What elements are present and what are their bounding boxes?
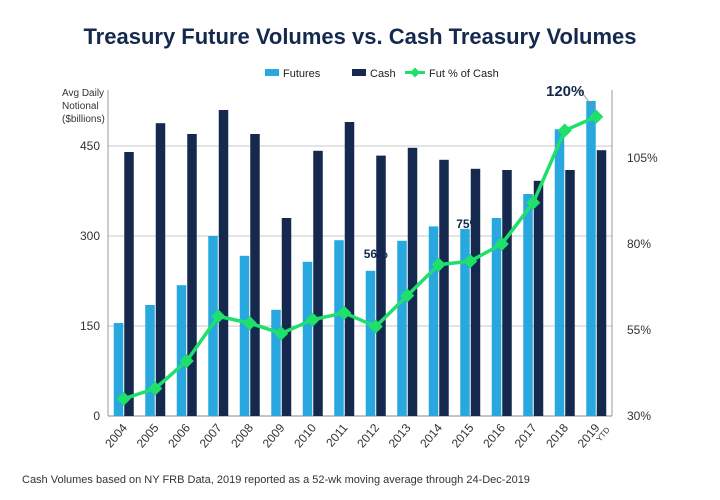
- footnote: Cash Volumes based on NY FRB Data, 2019 …: [22, 474, 530, 486]
- futures-bar: [176, 285, 187, 416]
- y-tick-label: 300: [80, 229, 100, 243]
- cash-bar: [313, 150, 323, 417]
- futures-bar: [586, 101, 596, 416]
- fut-pct-marker: [337, 305, 352, 320]
- futures-bar: [334, 240, 344, 416]
- cash-bar: [376, 155, 386, 416]
- legend-swatch: [265, 69, 279, 76]
- futures-bar: [113, 323, 124, 416]
- fut-pct-marker: [242, 316, 257, 331]
- futures-bar: [491, 218, 502, 416]
- y2-tick-label: 105%: [627, 151, 658, 165]
- chart-title: Treasury Future Volumes vs. Cash Treasur…: [83, 24, 637, 49]
- cash-bar: [502, 170, 512, 416]
- fut-pct-marker: [463, 254, 478, 269]
- x-tick-label: 2008: [228, 421, 256, 451]
- futures-bar: [145, 305, 155, 416]
- y-axis-label: Notional: [62, 101, 99, 112]
- x-tick-label: 2015: [449, 421, 477, 451]
- futures-bar: [428, 226, 439, 416]
- fut-pct-line: [123, 115, 597, 401]
- legend-swatch-marker: [410, 67, 420, 78]
- futures-bar: [460, 228, 470, 416]
- fut-pct-marker: [179, 353, 194, 369]
- y-tick-label: 450: [80, 139, 100, 153]
- y2-tick-label: 80%: [627, 237, 651, 251]
- y-axis-label: Avg Daily: [62, 88, 104, 99]
- x-tick-label: 2011: [323, 421, 351, 450]
- cash-bar: [187, 134, 197, 416]
- futures-bar: [365, 270, 376, 416]
- fut-pct-marker: [274, 326, 289, 341]
- x-tick-label: 2013: [386, 421, 414, 451]
- cash-bar: [470, 168, 481, 416]
- y-tick-label: 0: [93, 409, 100, 423]
- fut-pct-marker: [557, 123, 572, 138]
- futures-bar: [397, 240, 407, 416]
- cash-bar: [533, 180, 544, 416]
- cash-bar: [439, 159, 449, 417]
- fut-pct-marker: [494, 236, 509, 252]
- annotation-leader: [579, 89, 595, 109]
- legend-label: Cash: [370, 68, 396, 80]
- fut-pct-marker: [305, 312, 320, 327]
- data-label: 120%: [546, 83, 584, 100]
- cash-bar: [250, 134, 260, 416]
- x-tick-label: 2007: [197, 421, 225, 451]
- cash-bar: [407, 147, 418, 417]
- x-tick-label: 2016: [480, 421, 508, 451]
- futures-bar: [271, 309, 281, 416]
- data-label: 75%: [456, 217, 480, 231]
- x-tick-label: 2006: [165, 421, 193, 451]
- cash-bar: [344, 122, 355, 416]
- legend-swatch: [352, 69, 366, 76]
- x-tick-label: 2012: [354, 421, 382, 451]
- y-tick-label: 150: [80, 319, 100, 333]
- fut-pct-marker: [589, 109, 604, 124]
- fut-pct-marker: [400, 288, 415, 303]
- fut-pct-marker: [148, 381, 163, 396]
- legend-label: Fut % of Cash: [429, 68, 499, 80]
- y2-tick-label: 55%: [627, 323, 651, 337]
- legend-label: Futures: [283, 68, 321, 80]
- cash-bar: [281, 218, 292, 416]
- cash-bar: [218, 110, 229, 416]
- futures-bar: [554, 129, 565, 416]
- fut-pct-marker: [431, 257, 446, 272]
- y2-tick-label: 30%: [627, 409, 651, 423]
- fut-pct-marker: [368, 319, 383, 334]
- fut-pct-marker: [116, 391, 131, 406]
- x-tick-label: 2005: [134, 421, 162, 451]
- x-tick-label: 2004: [102, 421, 130, 451]
- futures-bar: [523, 194, 533, 416]
- x-tick-label: 2009: [260, 421, 288, 451]
- y-axis-label: ($billions): [62, 114, 105, 125]
- cash-bar: [155, 123, 166, 416]
- fut-pct-marker: [526, 195, 541, 210]
- x-tick-label: 2010: [291, 421, 319, 451]
- cash-bar: [596, 150, 607, 416]
- cash-bar: [124, 152, 134, 416]
- x-tick-label: 2018: [543, 421, 571, 451]
- x-tick-label: 2017: [512, 421, 540, 451]
- x-tick-label: 2014: [417, 421, 445, 451]
- futures-bar: [239, 255, 250, 416]
- data-label: 56%: [364, 247, 388, 261]
- cash-bar: [565, 170, 575, 416]
- fut-pct-marker: [211, 309, 226, 324]
- futures-bar: [302, 261, 313, 416]
